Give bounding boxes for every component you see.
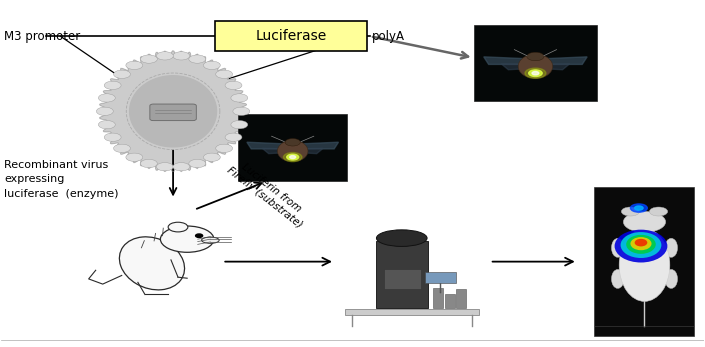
Polygon shape [535, 57, 587, 65]
Circle shape [189, 55, 206, 63]
Circle shape [104, 81, 121, 90]
Ellipse shape [376, 230, 427, 246]
Circle shape [140, 159, 157, 168]
Text: Recombinant virus
expressing
luciferase  (enzyme): Recombinant virus expressing luciferase … [4, 160, 118, 199]
FancyBboxPatch shape [238, 114, 348, 181]
FancyBboxPatch shape [440, 282, 441, 293]
Ellipse shape [620, 232, 661, 258]
Ellipse shape [518, 54, 553, 78]
Circle shape [204, 61, 220, 69]
Polygon shape [293, 148, 323, 154]
Circle shape [195, 234, 202, 237]
Ellipse shape [615, 230, 668, 262]
Circle shape [189, 159, 206, 168]
Ellipse shape [619, 229, 670, 302]
Ellipse shape [630, 237, 651, 250]
FancyBboxPatch shape [456, 289, 466, 308]
Ellipse shape [665, 269, 678, 288]
Polygon shape [130, 76, 216, 147]
Circle shape [216, 70, 233, 78]
Text: polyA: polyA [372, 30, 405, 43]
Ellipse shape [611, 269, 624, 288]
Circle shape [649, 207, 668, 216]
Text: M3 promoter: M3 promoter [4, 30, 80, 43]
Circle shape [157, 163, 173, 171]
Circle shape [225, 81, 242, 90]
Polygon shape [247, 142, 293, 149]
Circle shape [525, 68, 546, 78]
Circle shape [161, 226, 214, 252]
Circle shape [99, 94, 115, 102]
Circle shape [173, 52, 190, 60]
Circle shape [99, 120, 115, 129]
Circle shape [216, 144, 233, 152]
Circle shape [204, 153, 220, 161]
Polygon shape [262, 148, 293, 154]
Circle shape [114, 144, 130, 152]
FancyBboxPatch shape [474, 25, 597, 101]
Circle shape [231, 94, 247, 102]
Circle shape [285, 138, 300, 146]
Ellipse shape [626, 235, 656, 254]
Circle shape [290, 155, 295, 159]
Circle shape [634, 206, 643, 210]
Circle shape [173, 163, 190, 171]
Circle shape [529, 70, 542, 77]
Circle shape [527, 52, 544, 61]
Circle shape [97, 107, 114, 116]
Circle shape [532, 71, 539, 75]
Ellipse shape [119, 237, 185, 290]
Circle shape [140, 55, 157, 63]
FancyBboxPatch shape [150, 104, 196, 121]
Text: Luciferin from
Firefly (substrate): Luciferin from Firefly (substrate) [225, 155, 311, 229]
FancyBboxPatch shape [434, 288, 443, 308]
Circle shape [168, 222, 188, 232]
Polygon shape [501, 64, 535, 70]
Circle shape [287, 154, 299, 160]
FancyBboxPatch shape [425, 272, 456, 283]
Polygon shape [293, 142, 338, 149]
Circle shape [126, 153, 142, 161]
Polygon shape [484, 57, 535, 65]
FancyBboxPatch shape [345, 309, 479, 315]
Ellipse shape [202, 237, 219, 243]
Circle shape [114, 70, 130, 78]
Circle shape [231, 120, 247, 129]
Ellipse shape [278, 140, 308, 162]
Circle shape [283, 153, 302, 162]
FancyBboxPatch shape [376, 241, 429, 308]
Text: Luciferase: Luciferase [255, 29, 326, 43]
Circle shape [126, 61, 142, 69]
Ellipse shape [634, 239, 647, 246]
Circle shape [104, 133, 121, 141]
Circle shape [623, 212, 666, 232]
FancyBboxPatch shape [446, 295, 455, 308]
Ellipse shape [665, 238, 678, 257]
FancyBboxPatch shape [594, 187, 694, 336]
Circle shape [621, 207, 639, 216]
Circle shape [225, 133, 242, 141]
Polygon shape [535, 64, 570, 70]
Circle shape [157, 52, 173, 60]
Circle shape [630, 204, 647, 212]
FancyBboxPatch shape [215, 22, 367, 51]
Circle shape [233, 107, 250, 116]
Polygon shape [99, 51, 247, 172]
FancyBboxPatch shape [384, 269, 421, 289]
Ellipse shape [611, 238, 624, 257]
